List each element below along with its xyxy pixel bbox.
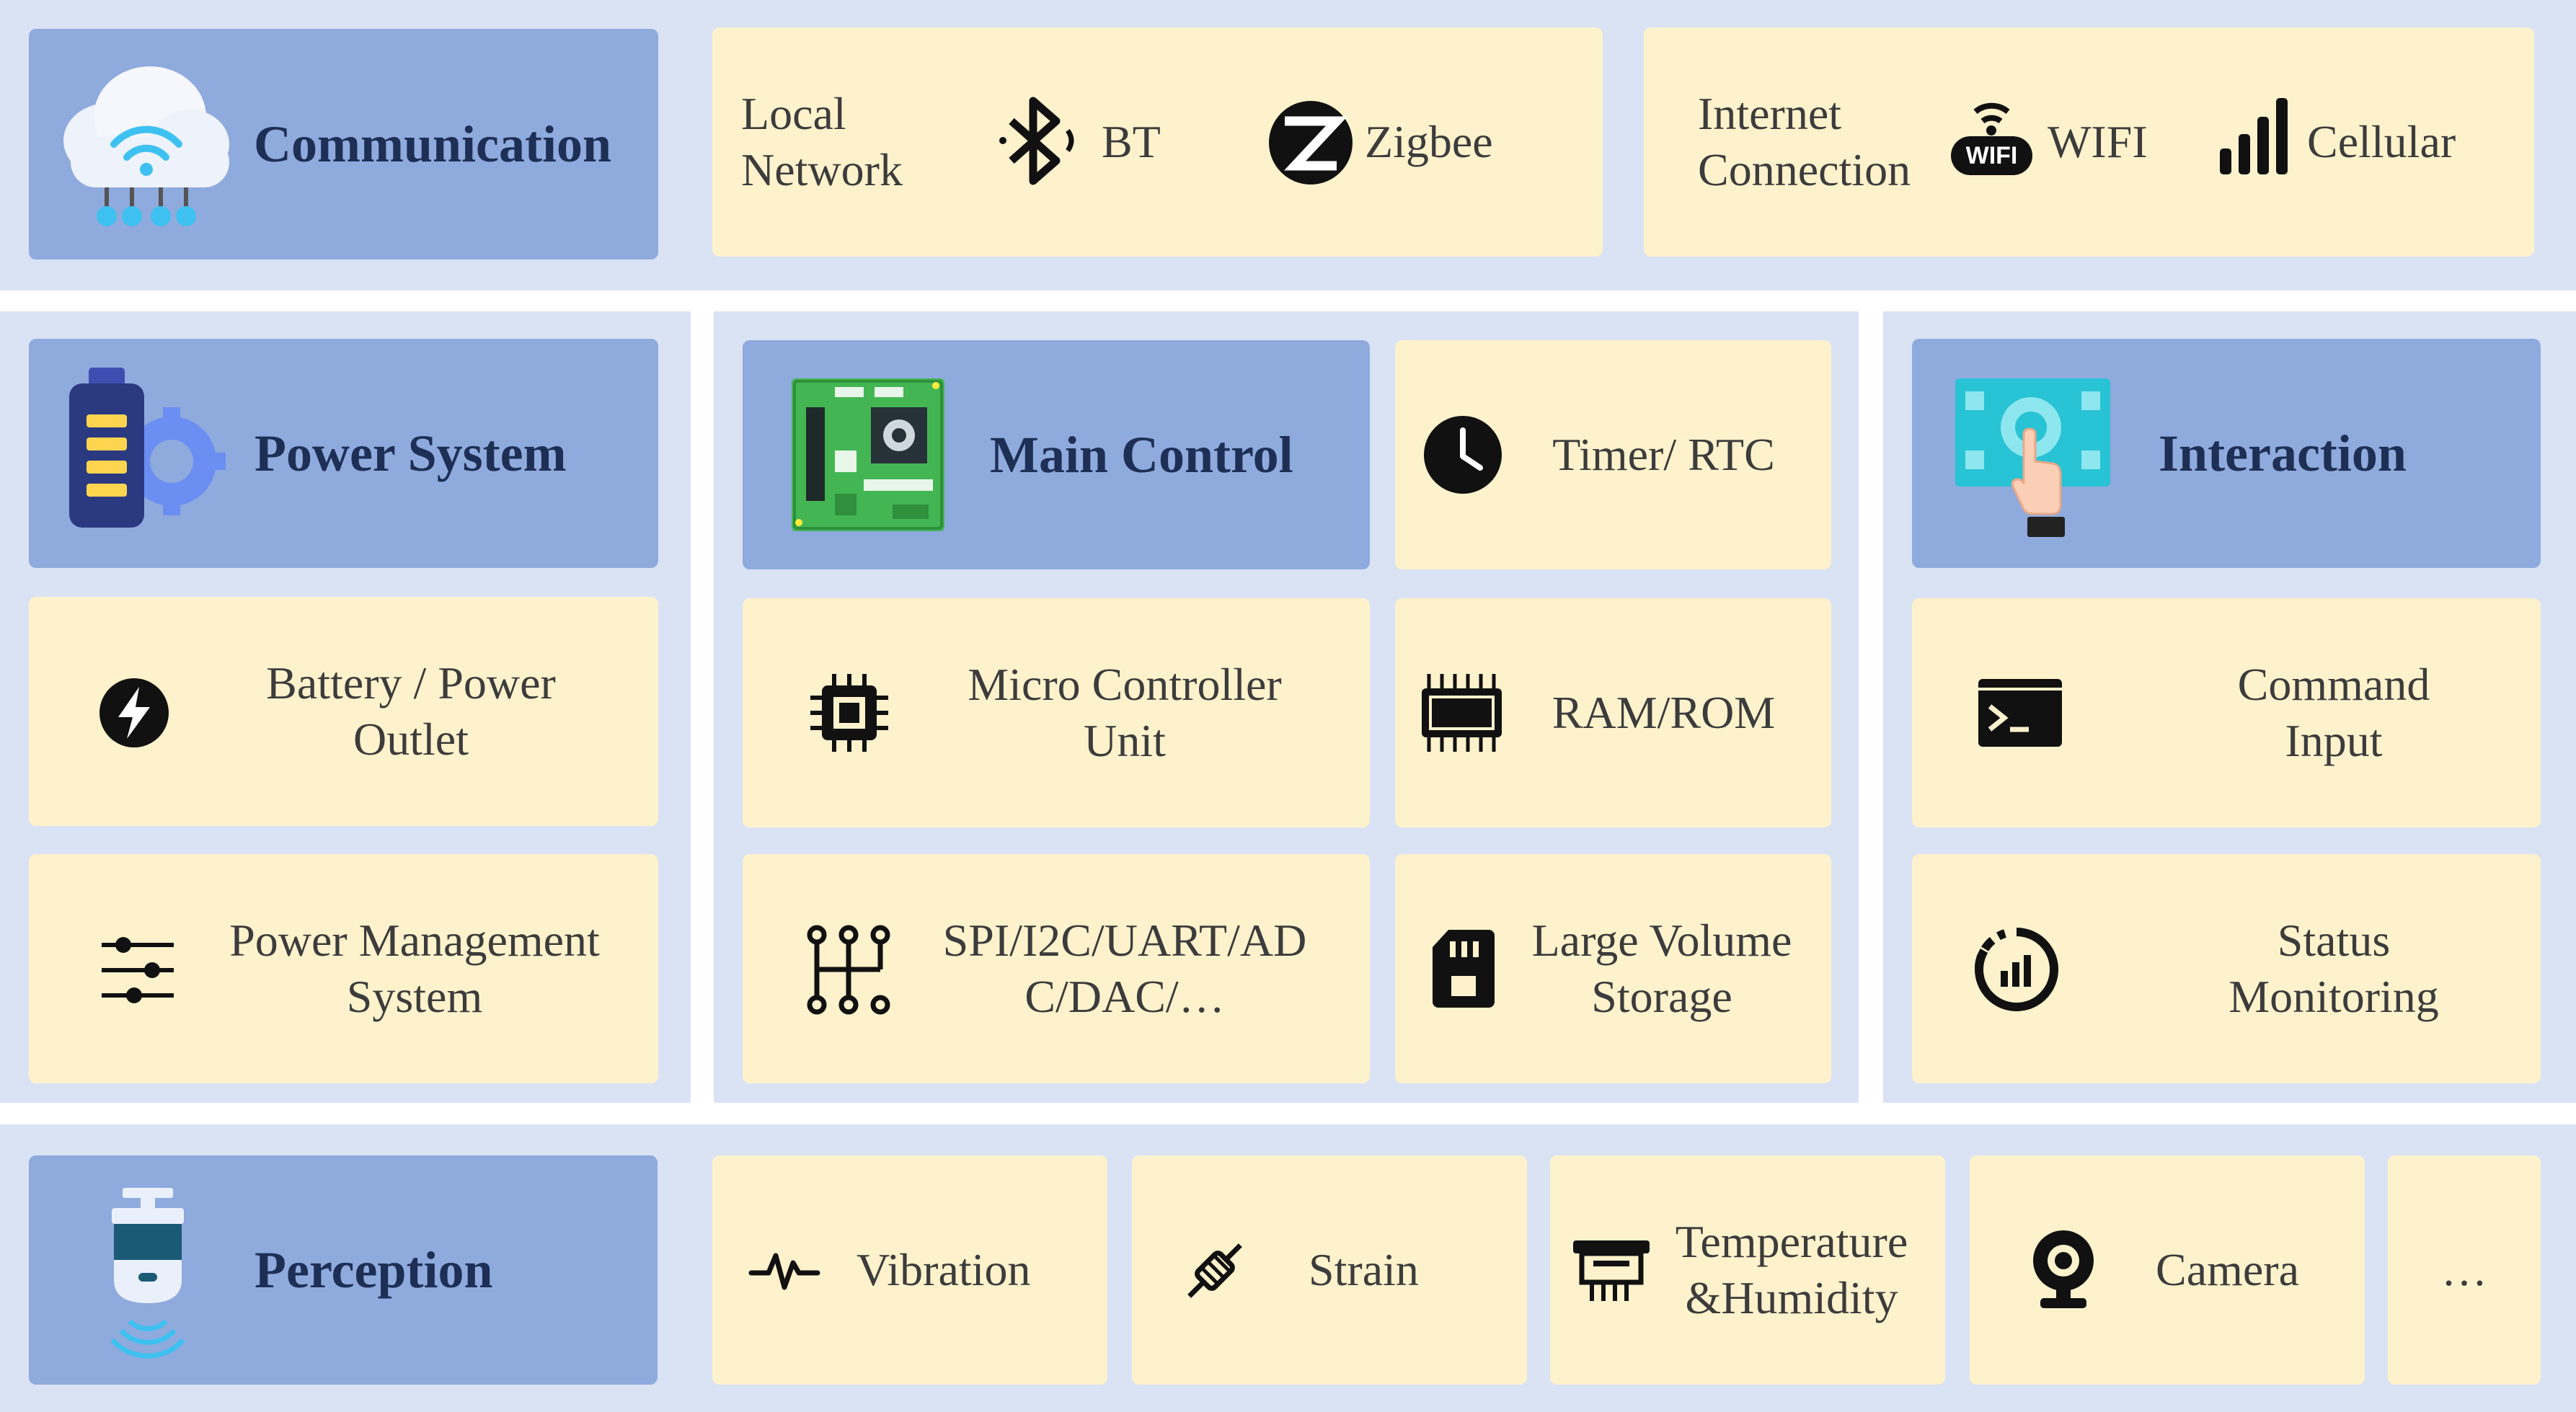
vibration-box: Vibration	[712, 1155, 1107, 1385]
touch-screen-icon	[1955, 378, 2110, 541]
storage-label: Large Volume Storage	[1531, 914, 1792, 1022]
webcam-icon	[2027, 1227, 2099, 1310]
status-monitoring-box: Status Monitoring	[1912, 854, 2541, 1083]
main-control-title: Main Control	[990, 425, 1293, 484]
timer-label: Timer/ RTC	[1552, 428, 1775, 480]
sd-card-icon	[1431, 928, 1496, 1009]
status-monitoring-label: Status Monitoring	[2228, 914, 2439, 1022]
lightning-bolt-icon	[98, 677, 170, 749]
bus-box: SPI/I2C/UART/AD C/DAC/…	[743, 854, 1370, 1083]
clock-icon	[1422, 414, 1503, 495]
power-system-header: Power System	[29, 339, 658, 568]
local-network-label: Local Network	[741, 87, 903, 195]
wifi-badge-text: WIFI	[1965, 141, 2018, 169]
local-network-box: Local Network BT Zigbee	[712, 27, 1603, 257]
bt-label: BT	[1102, 115, 1161, 167]
power-management-box: Power Management System	[29, 854, 658, 1083]
internet-connection-label: Internet Connection	[1698, 87, 1911, 195]
ram-label: RAM/ROM	[1552, 686, 1776, 738]
communication-header: Communication	[29, 29, 658, 259]
command-input-box: Command Input	[1912, 598, 2541, 827]
terminal-icon	[1977, 678, 2063, 748]
battery-gear-icon	[63, 368, 229, 541]
vibration-wave-icon	[748, 1246, 820, 1296]
strain-box: Strain	[1132, 1155, 1527, 1385]
camera-box: Camera	[1970, 1155, 2365, 1385]
camera-label: Camera	[2156, 1243, 2299, 1295]
storage-box: Large Volume Storage	[1395, 854, 1831, 1083]
zigbee-icon	[1267, 99, 1354, 186]
sliders-icon	[98, 931, 177, 1010]
mcu-label: Micro Controller Unit	[968, 658, 1282, 766]
strain-label: Strain	[1309, 1243, 1419, 1295]
cellular-signal-icon	[2217, 92, 2296, 179]
temperature-box: Temperature &Humidity	[1550, 1155, 1945, 1385]
cpu-chip-icon	[809, 672, 890, 753]
perception-title: Perception	[254, 1240, 493, 1299]
bluetooth-icon	[997, 96, 1084, 186]
timer-box: Timer/ RTC	[1395, 340, 1831, 569]
perception-header: Perception	[29, 1155, 658, 1385]
mcu-box: Micro Controller Unit	[743, 598, 1370, 827]
interaction-header: Interaction	[1912, 339, 2541, 568]
circuit-board-icon	[792, 378, 944, 531]
communication-title: Communication	[254, 115, 612, 173]
bus-label: SPI/I2C/UART/AD C/DAC/…	[942, 914, 1307, 1022]
interface-bus-icon	[804, 925, 894, 1015]
main-control-header: Main Control	[743, 340, 1370, 569]
power-system-title: Power System	[254, 424, 567, 482]
battery-label: Battery / Power Outlet	[266, 657, 556, 765]
cloud-network-icon	[56, 58, 236, 231]
sensor-icon	[101, 1188, 195, 1361]
memory-chip-icon	[1420, 672, 1503, 753]
thermo-hygro-sensor-icon	[1572, 1235, 1651, 1307]
temperature-label: Temperature &Humidity	[1675, 1215, 1908, 1323]
dashboard-chart-icon	[1973, 926, 2060, 1013]
more-box: …	[2388, 1155, 2541, 1385]
strain-gauge-icon	[1179, 1235, 1251, 1307]
cellular-label: Cellular	[2307, 115, 2456, 167]
wifi-label: WIFI	[2048, 115, 2148, 167]
internet-connection-box: Internet Connection WIFI WIFI Cellular	[1644, 27, 2534, 257]
more-label: …	[2441, 1243, 2487, 1295]
battery-box: Battery / Power Outlet	[29, 597, 658, 826]
wifi-router-icon: WIFI	[1947, 89, 2037, 179]
power-management-label: Power Management System	[229, 914, 600, 1022]
vibration-label: Vibration	[857, 1243, 1031, 1295]
ram-box: RAM/ROM	[1395, 598, 1831, 827]
command-input-label: Command Input	[2237, 658, 2430, 766]
interaction-title: Interaction	[2159, 424, 2407, 482]
zigbee-label: Zigbee	[1365, 115, 1493, 167]
